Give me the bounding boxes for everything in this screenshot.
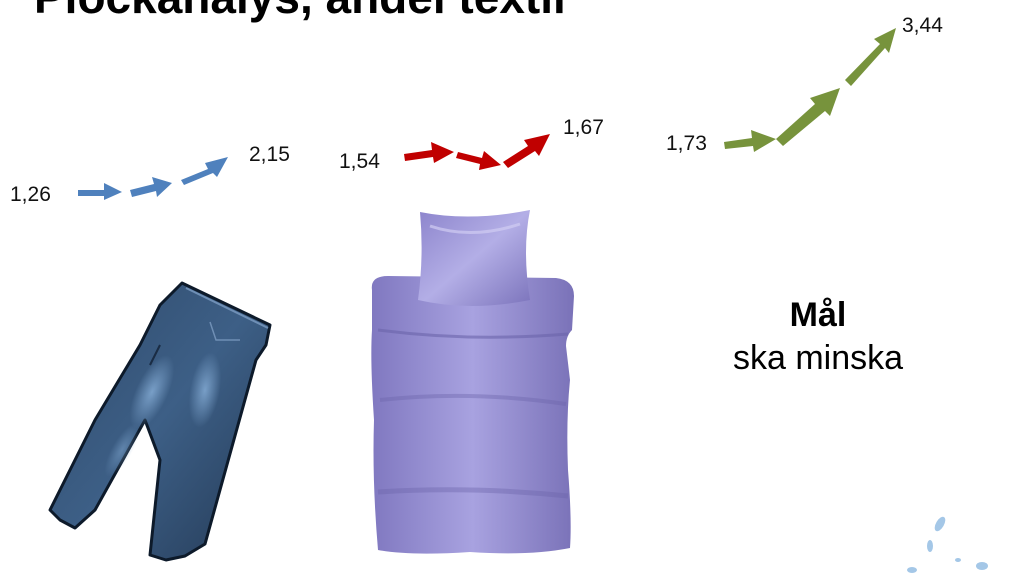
slide-title: Plockanalys, andel textil	[34, 0, 566, 25]
trend-arrow-icon	[845, 28, 896, 86]
goal-title: Mål	[789, 296, 847, 334]
trend-arrow-icon	[404, 142, 454, 163]
trend-arrow-icon	[181, 157, 228, 185]
trend-arrow-icon	[456, 151, 501, 170]
jeans-end-value: 2,15	[249, 143, 290, 166]
jeans-start-value: 1,26	[10, 183, 51, 206]
jeans-icon	[48, 281, 272, 562]
jeans-trend-arrows	[78, 157, 228, 200]
trend-arrow-icon	[78, 183, 122, 200]
goal-box: Mål ska minska	[706, 294, 930, 379]
total-end-value: 3,44	[902, 14, 943, 37]
trend-arrow-icon	[776, 88, 840, 146]
bedding-icon	[371, 210, 574, 554]
total-trend-arrows	[724, 28, 896, 152]
trend-arrow-icon	[503, 134, 550, 168]
watermark-splash-icon	[907, 516, 988, 573]
bedding-trend-arrows	[404, 134, 550, 170]
trend-arrow-icon	[130, 177, 172, 197]
bedding-end-value: 1,67	[563, 116, 604, 139]
trend-arrow-icon	[724, 130, 776, 152]
bedding-start-value: 1,54	[339, 150, 380, 173]
total-start-value: 1,73	[666, 132, 707, 155]
goal-subtitle: ska minska	[732, 338, 904, 377]
